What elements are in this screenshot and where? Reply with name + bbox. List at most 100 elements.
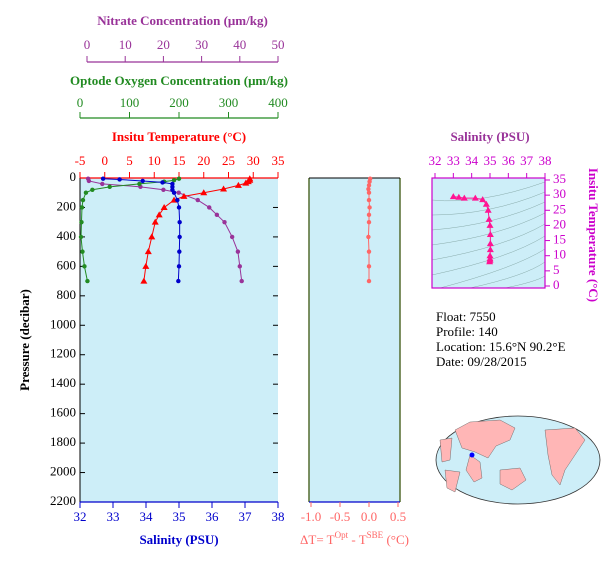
- profile-point: [175, 197, 180, 203]
- y-tick-label: 5: [553, 262, 560, 277]
- x-tick-label: 33: [107, 509, 120, 524]
- info-line: Date: 09/28/2015: [436, 354, 527, 369]
- profile-point: [83, 190, 89, 195]
- x-tick-label: 10: [148, 153, 161, 168]
- x-tick-label: 37: [520, 153, 534, 168]
- y-tick-label: 1400: [50, 375, 76, 390]
- x-tick-label: -5: [75, 153, 86, 168]
- profile-point: [148, 233, 156, 240]
- world-map: [435, 415, 601, 505]
- delta-point: [366, 183, 372, 188]
- info-line: Location: 15.6°N 90.2°E: [436, 339, 566, 354]
- ts-point: [471, 194, 479, 201]
- x-tick-label: 38: [272, 509, 285, 524]
- profile-point: [234, 181, 242, 188]
- profile-point: [140, 178, 145, 184]
- y-tick-label: 20: [553, 216, 566, 231]
- info-line: Float: 7550: [436, 309, 496, 324]
- y-tick-label: 10: [553, 247, 566, 262]
- x-tick-label: 35: [173, 509, 186, 524]
- profile-point: [237, 264, 242, 269]
- x-tick-label: 36: [206, 509, 220, 524]
- x-tick-label: 32: [429, 153, 442, 168]
- profile-point: [200, 189, 208, 196]
- profile-point: [177, 219, 182, 225]
- delta-point: [366, 234, 371, 240]
- x-tick-label: 34: [465, 153, 479, 168]
- y-tick-label: 0: [553, 277, 560, 292]
- ts-point: [485, 215, 493, 222]
- x-tick-label: 35: [272, 153, 285, 168]
- x-tick-label: 34: [140, 509, 154, 524]
- profile-point: [144, 248, 152, 255]
- delta-point: [366, 278, 372, 284]
- delta-point: [366, 186, 371, 192]
- profile-point: [214, 212, 220, 218]
- delta-point: [366, 249, 372, 254]
- profile-point: [160, 180, 165, 185]
- x-tick-label: 100: [120, 95, 140, 110]
- x-axis-title: Salinity (PSU): [139, 532, 218, 547]
- delta-point: [367, 179, 372, 184]
- ts-point: [460, 194, 468, 201]
- y-tick-label: 600: [57, 257, 77, 272]
- x-tick-label: 200: [169, 95, 189, 110]
- y-tick-label: 0: [70, 169, 77, 184]
- ts-point: [455, 193, 463, 200]
- ts-frame: [431, 177, 546, 289]
- y-tick-label: 35: [553, 171, 566, 186]
- y-tick-label: 1000: [50, 316, 76, 331]
- profile-point: [100, 181, 105, 187]
- x-axis-title-part: - T: [348, 532, 367, 547]
- y-tick-label: 30: [553, 186, 566, 201]
- profile-point: [79, 205, 85, 210]
- ts-point: [482, 200, 490, 207]
- x-tick-label: 0.0: [361, 509, 377, 524]
- x-tick-label: 38: [539, 153, 552, 168]
- delta-point: [366, 212, 372, 218]
- delta-panel: [309, 178, 400, 502]
- y-tick-label: 1600: [50, 405, 76, 420]
- delta-point: [366, 190, 372, 195]
- x-axis-title: ΔT= TOpt - TSBE (°C): [300, 530, 409, 547]
- ts-panel: [432, 178, 545, 288]
- profile-point: [239, 278, 244, 284]
- profile-point: [79, 219, 84, 225]
- ts-title: Salinity (PSU): [450, 129, 529, 144]
- ts-point: [486, 246, 494, 253]
- x-tick-label: 37: [239, 509, 253, 524]
- profile-point: [176, 278, 181, 284]
- profile-point: [85, 278, 90, 284]
- x-tick-label: 0: [84, 37, 91, 52]
- delta-point: [367, 205, 372, 210]
- profile-point: [160, 203, 168, 210]
- profile-point: [142, 262, 150, 269]
- x-axis-title-part: Opt: [335, 530, 349, 540]
- profile-point: [207, 205, 212, 210]
- x-tick-label: 0: [77, 95, 84, 110]
- profile-point: [176, 264, 182, 269]
- x-tick-label: 0.5: [390, 509, 406, 524]
- x-tick-label: 30: [247, 153, 260, 168]
- profile-point: [229, 234, 235, 240]
- ts-point: [486, 258, 494, 265]
- profile-point: [176, 176, 182, 181]
- ts-point: [486, 231, 494, 238]
- x-tick-label: 0: [102, 153, 109, 168]
- y-tick-label: 15: [553, 232, 566, 247]
- x-tick-label: -0.5: [330, 509, 351, 524]
- y-tick-label: 200: [57, 198, 77, 213]
- y-tick-label: 400: [57, 228, 77, 243]
- ts-point: [486, 252, 494, 259]
- profile-point: [177, 249, 182, 254]
- x-tick-label: -1.0: [301, 509, 322, 524]
- profile-point: [100, 176, 106, 181]
- x-axis-title: Optode Oxygen Concentration (μm/kg): [70, 73, 288, 88]
- profile-point: [90, 187, 95, 192]
- profile-point: [161, 187, 166, 192]
- x-axis-title-part: ΔT= T: [300, 532, 335, 547]
- profile-point: [107, 184, 112, 190]
- profile-point: [137, 181, 142, 187]
- delta-point: [366, 197, 372, 203]
